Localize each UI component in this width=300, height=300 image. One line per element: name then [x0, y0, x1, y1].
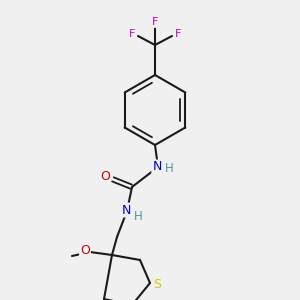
Text: F: F: [129, 29, 135, 39]
Text: F: F: [175, 29, 181, 39]
Text: O: O: [100, 169, 110, 182]
Text: H: H: [134, 209, 142, 223]
Text: N: N: [121, 203, 131, 217]
Text: N: N: [152, 160, 162, 173]
Text: S: S: [153, 278, 161, 292]
Text: O: O: [80, 244, 90, 256]
Text: H: H: [165, 163, 173, 176]
Text: F: F: [152, 17, 158, 27]
